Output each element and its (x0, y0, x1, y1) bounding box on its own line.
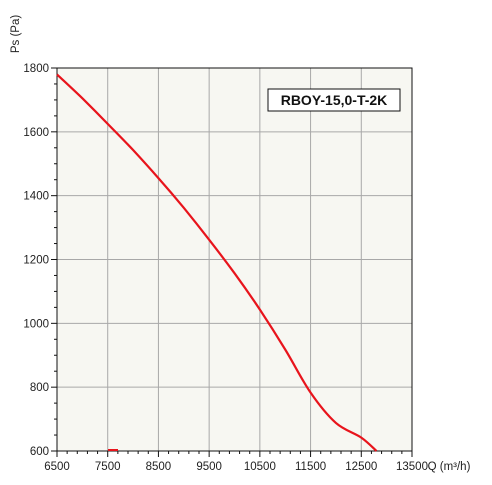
y-tick-label: 1800 (23, 63, 49, 75)
x-tick-label: 11500 (295, 461, 326, 473)
model-label-box (267, 88, 401, 112)
x-axis-title: Q (m³/h) (428, 461, 471, 473)
plot-frame (56, 67, 413, 452)
x-tick-label: 7500 (95, 461, 121, 473)
y-tick-label: 800 (30, 382, 49, 394)
y-tick-label: 1400 (23, 191, 49, 203)
y-tick-label: 600 (30, 446, 49, 458)
y-tick-label: 1200 (23, 255, 49, 267)
x-tick-label: 10500 (244, 461, 276, 473)
x-tick-label: 12500 (345, 461, 377, 473)
y-axis-title: Ps (Pa) (10, 15, 22, 54)
model-label: RBOY-15,0-T-2K (281, 92, 388, 108)
y-tick-label: 1000 (23, 318, 49, 330)
x-tick-label: 8500 (146, 461, 172, 473)
x-tick-labels: 6500 7500 8500 9500 10500 11500 12500 13500 (44, 461, 428, 473)
x-tick-label: 6500 (44, 461, 70, 473)
y-tick-labels: 600 800 1000 1200 1400 1600 1800 (23, 63, 49, 458)
x-tick-label: 13500 (396, 461, 428, 473)
x-tick-label: 9500 (196, 461, 222, 473)
fan-performance-curve (56, 73, 378, 452)
y-tick-label: 1600 (23, 127, 49, 139)
